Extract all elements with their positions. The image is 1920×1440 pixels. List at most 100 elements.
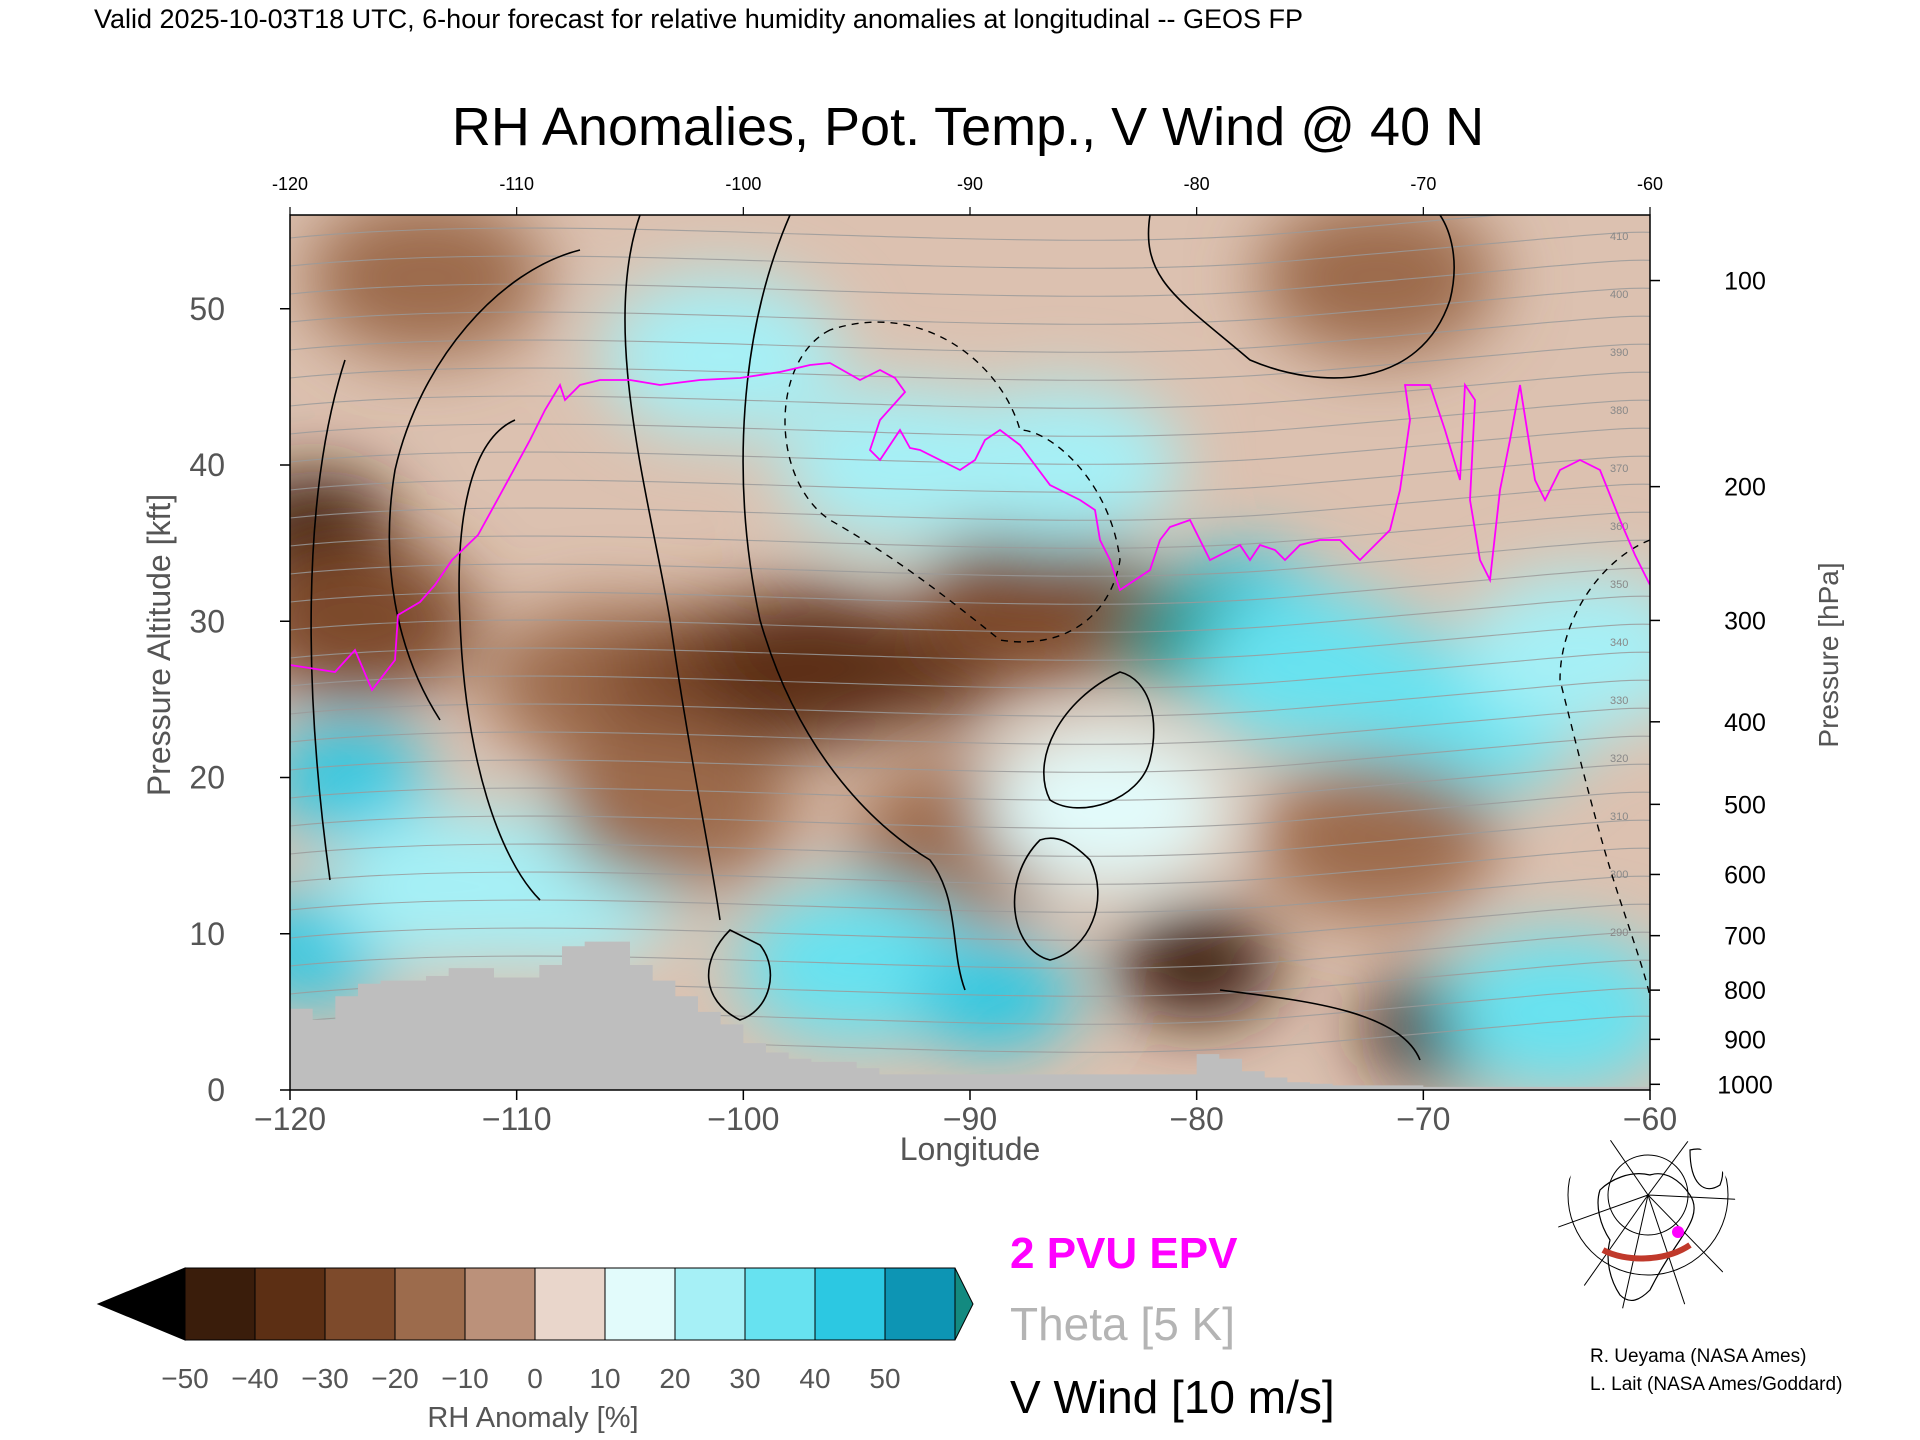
colorbar-segment	[254, 1267, 326, 1341]
pressure-tick-label: 500	[1724, 791, 1766, 819]
colorbar-label: RH Anomaly [%]	[427, 1402, 638, 1434]
theta-contour	[290, 455, 1650, 493]
theta-contour	[290, 427, 1650, 465]
colorbar-tick-label: 20	[659, 1363, 690, 1394]
theta-contour	[290, 483, 1650, 521]
y-tick-label: 50	[189, 291, 225, 327]
colorbar-tick-label: 0	[527, 1363, 543, 1394]
x-axis-top: -120 -110 -100 -90 -80 -70 -60	[272, 174, 1663, 215]
theta-contour	[290, 567, 1650, 605]
colorbar-tick-label: −30	[301, 1363, 349, 1394]
theta-contour	[290, 931, 1650, 969]
x-tick-label: −120	[254, 1101, 326, 1137]
colorbar-over-arrow	[954, 1267, 974, 1341]
y-tick-label: 10	[189, 916, 225, 952]
theta-contour	[290, 875, 1650, 913]
colorbar-segment	[324, 1267, 396, 1341]
legend-theta: Theta [5 K]	[1010, 1298, 1235, 1350]
cross-section-line	[1601, 1242, 1692, 1262]
colorbar-tick-label: 40	[799, 1363, 830, 1394]
pressure-tick-label: 700	[1724, 923, 1766, 951]
rh-anomaly-cell	[940, 385, 1181, 545]
theta-contour	[290, 231, 1650, 269]
theta-contour	[290, 847, 1650, 885]
pressure-tick-label: 800	[1724, 977, 1766, 1005]
legend-vwind: V Wind [10 m/s]	[1010, 1371, 1335, 1423]
v-wind-contours	[310, 215, 1455, 1061]
rh-anomaly-cell	[306, 215, 546, 358]
colorbar-tick-label: −20	[371, 1363, 419, 1394]
theta-contour-label: 340	[1610, 637, 1628, 649]
theta-contour	[290, 791, 1650, 829]
colorbar-tick-label: −10	[441, 1363, 489, 1394]
theta-contour-label: 300	[1610, 869, 1628, 881]
theta-contour	[290, 215, 1504, 241]
theta-contour-label: 370	[1610, 463, 1628, 475]
valid-header: Valid 2025-10-03T18 UTC, 6-hour forecast…	[94, 4, 1303, 34]
credit-line-1: R. Ueyama (NASA Ames)	[1590, 1346, 1806, 1367]
v-wind-negative-contours	[784, 321, 1650, 1001]
theta-contour-label: 410	[1610, 231, 1628, 243]
colorbar-segment	[814, 1267, 886, 1341]
y-tick-label: 40	[189, 447, 225, 483]
pressure-axis: 100 200 300 400 500 600 700 800 900 1000	[1650, 268, 1773, 1099]
theta-contour	[290, 819, 1650, 857]
theta-contour	[290, 903, 1650, 941]
v-wind-contour	[707, 929, 772, 1021]
y-axis: 0 10 20 30 40 50	[189, 291, 290, 1108]
colorbar-segment	[604, 1267, 676, 1341]
theta-contour	[290, 595, 1650, 633]
rh-anomaly-cell	[1258, 760, 1498, 920]
theta-contour	[290, 343, 1650, 381]
x-tick-label: −80	[1170, 1101, 1224, 1137]
colorbar-tick-label: −40	[231, 1363, 279, 1394]
y-tick-label: 0	[207, 1072, 225, 1108]
v-wind-contour	[624, 215, 721, 921]
theta-contour	[290, 287, 1650, 325]
colorbar: −50 −40 −30 −20 −10 0 10 20 30 40 50	[96, 1267, 974, 1394]
rh-anomaly-cell	[1258, 215, 1498, 358]
v-wind-contour	[1559, 539, 1650, 1001]
rh-anomaly-cell	[1462, 572, 1650, 733]
x-tick-label: −60	[1623, 1101, 1677, 1137]
theta-contour-label: 310	[1610, 811, 1628, 823]
theta-contour	[290, 707, 1650, 745]
theta-contour-label: 390	[1610, 347, 1628, 359]
x-top-tick-label: -120	[272, 174, 308, 194]
colorbar-segment	[674, 1267, 746, 1341]
theta-contour	[290, 371, 1650, 409]
pressure-tick-label: 400	[1724, 709, 1766, 737]
pressure-tick-label: 200	[1724, 474, 1766, 502]
rh-anomaly-cell	[1114, 910, 1280, 1020]
theta-contour-label: 350	[1610, 579, 1628, 591]
rh-anomaly-cell	[600, 275, 841, 436]
v-wind-contour	[388, 249, 581, 721]
x-axis-label: Longitude	[900, 1131, 1041, 1167]
y-tick-label: 30	[189, 603, 225, 639]
theta-contour	[290, 399, 1650, 437]
theta-contour	[290, 315, 1650, 353]
rh-anomaly-field	[290, 215, 1650, 1090]
v-wind-contour	[1043, 671, 1155, 809]
colorbar-segment	[534, 1267, 606, 1341]
rh-anomaly-cell	[986, 728, 1226, 889]
north-america-outline	[1597, 1173, 1695, 1302]
x-tick-label: −90	[943, 1101, 997, 1137]
pressure-tick-label: 100	[1724, 268, 1766, 296]
rh-anomaly-cell	[918, 525, 1158, 686]
x-top-tick-label: -110	[499, 174, 534, 194]
terrain-mask	[290, 941, 1650, 1090]
colorbar-segment	[464, 1267, 536, 1341]
x-tick-label: −110	[482, 1101, 552, 1137]
rh-anomaly-cell	[1439, 931, 1650, 1090]
theta-contour	[290, 259, 1650, 297]
v-wind-contour	[458, 419, 541, 901]
x-top-tick-label: -100	[725, 174, 761, 194]
colorbar-segment	[884, 1267, 956, 1341]
v-wind-contour	[1147, 215, 1455, 379]
legend-epv: 2 PVU EPV	[1010, 1229, 1238, 1278]
y-tick-label: 20	[189, 760, 225, 796]
theta-contour-label: 320	[1610, 753, 1628, 765]
